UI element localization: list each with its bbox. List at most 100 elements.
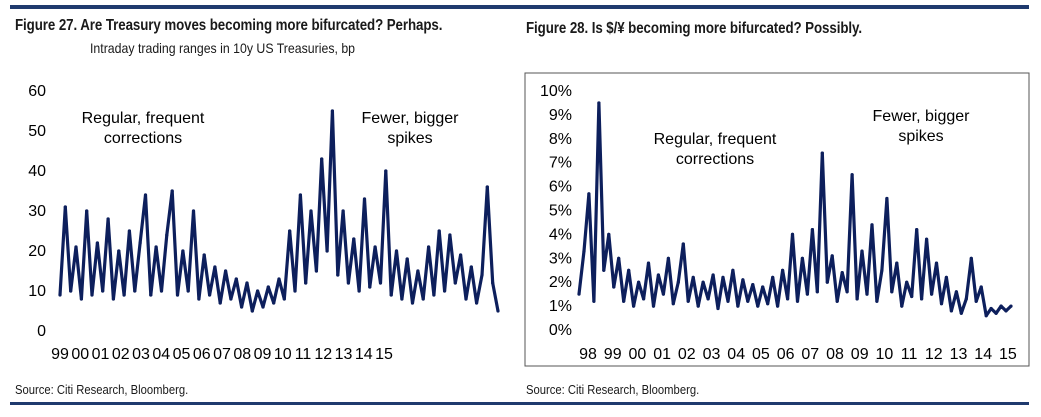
- data-point: [459, 253, 463, 257]
- data-point: [786, 297, 790, 301]
- data-point: [85, 209, 89, 213]
- data-point: [736, 304, 740, 308]
- data-point: [240, 305, 244, 309]
- data-point: [795, 299, 800, 303]
- data-point: [840, 271, 844, 275]
- data-point: [691, 275, 695, 279]
- data-point: [592, 299, 596, 303]
- top-rule: [10, 5, 1029, 9]
- data-point: [389, 293, 393, 297]
- data-point: [111, 297, 115, 301]
- data-point: [143, 193, 148, 197]
- data-point: [197, 297, 201, 301]
- annotation-text: spikes: [387, 130, 432, 147]
- annotation-text: Regular, frequent: [654, 131, 777, 148]
- data-point: [373, 245, 377, 249]
- data-point: [855, 297, 859, 301]
- data-point: [74, 245, 78, 249]
- annotation-text: Regular, frequent: [82, 110, 205, 127]
- data-point: [69, 289, 73, 293]
- y-tick-label: 8%: [549, 131, 572, 148]
- series-group: [577, 101, 1013, 318]
- data-point: [234, 277, 238, 281]
- x-tick-label: 00: [71, 346, 89, 363]
- data-point: [696, 304, 700, 308]
- data-point: [726, 299, 730, 303]
- data-point: [122, 293, 126, 297]
- data-point: [165, 233, 169, 237]
- data-point: [681, 242, 685, 246]
- data-point: [905, 280, 909, 284]
- series-group: [58, 109, 500, 313]
- data-point: [245, 281, 249, 285]
- data-point: [437, 229, 441, 233]
- x-tick-label: 02: [678, 346, 696, 363]
- figure-27-title: Figure 27. Are Treasury moves becoming m…: [15, 17, 443, 34]
- data-point: [875, 299, 879, 303]
- data-point: [587, 192, 591, 196]
- data-point: [900, 304, 904, 308]
- x-tick-label: 05: [752, 346, 770, 363]
- data-point: [651, 304, 656, 308]
- data-point: [939, 302, 944, 306]
- x-tick-label: 11: [295, 346, 312, 363]
- figure-27-panel: Figure 27. Are Treasury moves becoming m…: [0, 0, 515, 417]
- data-point: [352, 237, 356, 241]
- x-tick-label: 03: [132, 346, 150, 363]
- data-point: [612, 285, 616, 289]
- data-point: [761, 285, 765, 289]
- data-point: [266, 285, 270, 289]
- x-tick-label: 15: [375, 346, 393, 363]
- annotation-text: corrections: [676, 151, 754, 168]
- data-point: [577, 292, 581, 296]
- figure-28-chart: 0% 1% 2% 3% 4% 5% 6% 7% 8% 9% 10% 98 99 00 01 02 03 04 05 0…: [524, 72, 1030, 367]
- x-tick-label: 07: [213, 346, 231, 363]
- data-point: [277, 277, 281, 281]
- y-tick-label: 50: [28, 123, 46, 140]
- data-point: [256, 289, 260, 293]
- data-point: [288, 229, 292, 233]
- data-point: [776, 304, 780, 308]
- figure-28-source: Source: Citi Research, Bloomberg.: [526, 383, 700, 397]
- x-tick-label: 01: [653, 346, 671, 363]
- x-tick-label: 10: [274, 346, 292, 363]
- data-point: [637, 280, 641, 284]
- data-point: [969, 256, 973, 260]
- data-point: [666, 256, 670, 260]
- data-point: [850, 173, 854, 177]
- data-point: [930, 292, 934, 296]
- data-point: [959, 311, 963, 315]
- x-tick-label: 06: [777, 346, 795, 363]
- data-point: [218, 301, 222, 305]
- x-tick-label: 09: [254, 346, 272, 363]
- y-tick-label: 0: [37, 323, 46, 340]
- data-point: [159, 289, 164, 293]
- y-tick-label: 30: [28, 203, 46, 220]
- data-point: [711, 273, 715, 277]
- data-point: [602, 268, 606, 272]
- data-point: [261, 305, 265, 309]
- data-point: [293, 289, 297, 293]
- data-point: [701, 280, 705, 284]
- data-point: [58, 293, 62, 297]
- data-point: [954, 290, 958, 294]
- y-tick-label: 10%: [540, 83, 572, 100]
- data-point: [790, 232, 795, 236]
- data-point: [617, 256, 621, 260]
- data-point: [597, 101, 601, 105]
- data-point: [964, 297, 968, 301]
- y-tick-label: 20: [28, 243, 46, 260]
- data-point: [202, 253, 206, 257]
- data-point: [443, 289, 447, 293]
- data-point: [341, 209, 345, 213]
- data-point: [920, 297, 924, 301]
- y-tick-label: 60: [28, 83, 46, 100]
- data-point: [229, 297, 233, 301]
- data-point: [944, 275, 948, 279]
- data-point: [491, 281, 495, 285]
- x-tick-label: 13: [335, 346, 353, 363]
- data-point: [686, 299, 690, 303]
- data-point: [974, 299, 978, 303]
- data-point: [845, 290, 849, 294]
